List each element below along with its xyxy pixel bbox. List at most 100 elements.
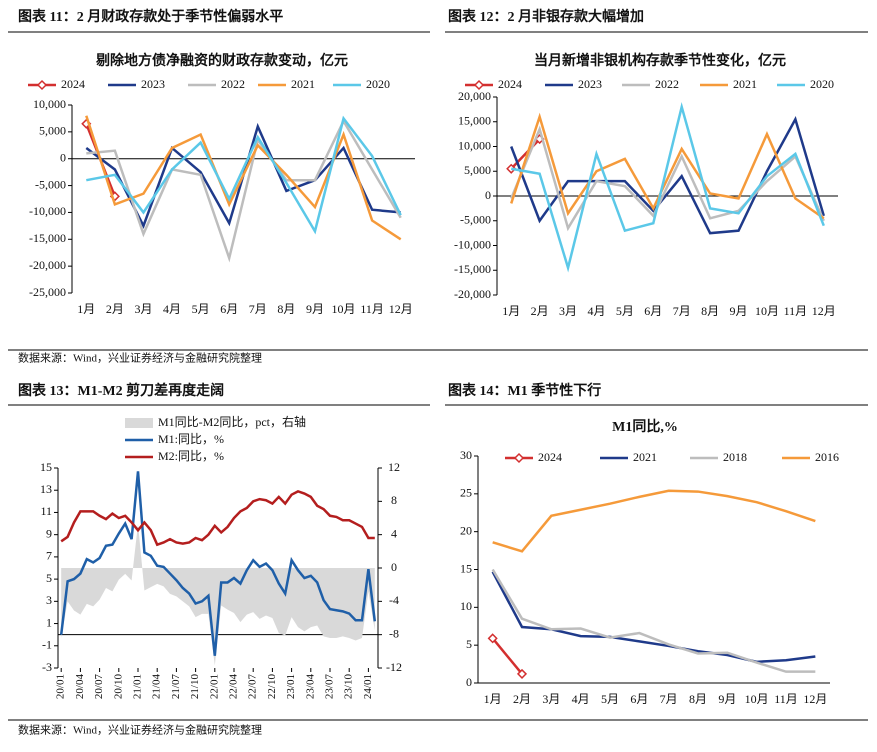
- series-line: [60, 489, 375, 547]
- y-tick-label: -1: [42, 638, 52, 652]
- x-tick-label: 21/10: [189, 674, 201, 700]
- y-tick-label: -5,000: [460, 213, 491, 227]
- series-line: [510, 101, 825, 273]
- x-tick-label: 20/10: [112, 674, 124, 700]
- x-tick-label: 9月: [718, 692, 736, 706]
- chart-title: M1同比,%: [612, 418, 678, 435]
- y-tick-label: 0: [466, 675, 472, 689]
- y-tick-label: -15,000: [454, 262, 491, 276]
- y-tick-label: 5,000: [464, 163, 491, 177]
- figure-title: 图表 13：M1-M2 剪刀差再度走阔: [18, 382, 224, 399]
- y2-tick-label: -4: [389, 593, 399, 607]
- y-tick-label: -20,000: [29, 258, 66, 272]
- x-tick-label: 8月: [277, 302, 295, 316]
- series-line: [491, 571, 816, 664]
- y-tick-label: 20,000: [458, 89, 491, 103]
- x-tick-label: 6月: [220, 302, 238, 316]
- legend-label: 2022: [221, 77, 245, 91]
- legend-label: 2023: [141, 77, 165, 91]
- legend-label: 2021: [291, 77, 315, 91]
- x-tick-label: 10月: [745, 692, 769, 706]
- series-line: [510, 116, 825, 235]
- y2-tick-label: -12: [386, 660, 402, 674]
- y-tick-label: -20,000: [454, 287, 491, 301]
- y-tick-label: 13: [40, 482, 52, 496]
- marker: [516, 668, 528, 679]
- y2-tick-label: 8: [391, 493, 397, 507]
- x-tick-label: 7月: [249, 302, 267, 316]
- legend-label: 2016: [815, 450, 839, 464]
- figure-title: 图表 12：2 月非银存款大幅增加: [448, 8, 644, 25]
- legend-marker: [473, 79, 485, 91]
- x-tick-label: 20/07: [93, 674, 105, 700]
- legend-label: M2:同比，%: [158, 449, 224, 463]
- x-tick-label: 7月: [660, 692, 678, 706]
- y-tick-label: -10,000: [29, 204, 66, 218]
- x-tick-label: 20/01: [55, 674, 67, 699]
- x-tick-label: 12月: [812, 304, 836, 318]
- x-tick-label: 1月: [77, 302, 95, 316]
- y-tick-label: -10,000: [454, 237, 491, 251]
- marker: [487, 633, 498, 644]
- x-tick-label: 3月: [542, 692, 560, 706]
- x-tick-label: 9月: [730, 304, 748, 318]
- legend-swatch: [125, 418, 153, 428]
- x-tick-label: 1月: [484, 692, 502, 706]
- series-line: [59, 471, 377, 656]
- figure-title: 图表 11：2 月财政存款处于季节性偏弱水平: [18, 8, 283, 25]
- legend-label: 2024: [498, 77, 522, 91]
- x-tick-label: 22/04: [228, 674, 240, 700]
- x-tick-label: 23/01: [285, 674, 297, 699]
- y-tick-label: 10,000: [458, 138, 491, 152]
- legend-label: M1同比-M2同比，pct，右轴: [158, 414, 306, 429]
- y-tick-label: 10,000: [33, 97, 66, 111]
- series-line: [510, 138, 541, 170]
- series-line: [492, 489, 816, 553]
- x-tick-label: 6月: [630, 692, 648, 706]
- y-tick-label: 5,000: [39, 124, 66, 138]
- x-tick-label: 10月: [332, 302, 356, 316]
- x-tick-label: 22/10: [266, 674, 278, 700]
- y-tick-label: 10: [460, 599, 472, 613]
- legend-label: 2020: [366, 77, 390, 91]
- y2-tick-label: 4: [391, 526, 397, 540]
- y-tick-label: 15,000: [458, 114, 491, 128]
- x-tick-label: 21/04: [151, 674, 163, 700]
- legend-marker: [513, 452, 525, 464]
- y-tick-label: 5: [466, 637, 472, 651]
- y-tick-label: 15: [460, 561, 472, 575]
- x-tick-label: 5月: [616, 304, 634, 318]
- area: [61, 523, 375, 666]
- x-tick-label: 12月: [803, 692, 827, 706]
- x-tick-label: 4月: [572, 692, 590, 706]
- x-tick-label: 5月: [192, 302, 210, 316]
- chart-title: 当月新增非银机构存款季节性变化，亿元: [534, 52, 786, 69]
- legend-label: 2022: [655, 77, 679, 91]
- y2-tick-label: 0: [391, 560, 397, 574]
- x-tick-label: 23/10: [343, 674, 355, 700]
- legend-label: 2021: [633, 450, 657, 464]
- legend-marker: [36, 79, 48, 91]
- y-tick-label: -25,000: [29, 285, 66, 299]
- x-tick-label: 4月: [587, 304, 605, 318]
- x-tick-label: 12月: [389, 302, 413, 316]
- y-tick-label: 9: [46, 526, 52, 540]
- y-tick-label: -5,000: [35, 177, 66, 191]
- x-tick-label: 8月: [689, 692, 707, 706]
- x-tick-label: 5月: [601, 692, 619, 706]
- x-tick-label: 20/04: [74, 674, 86, 700]
- y-tick-label: -15,000: [29, 231, 66, 245]
- y-tick-label: 15: [40, 460, 52, 474]
- x-tick-label: 23/04: [304, 674, 316, 700]
- y-tick-label: 0: [485, 188, 491, 202]
- legend-label: 2018: [723, 450, 747, 464]
- x-tick-label: 2月: [513, 692, 531, 706]
- legend-label: 2024: [61, 77, 85, 91]
- series-line: [510, 125, 825, 232]
- source-note: 数据来源：Wind，兴业证券经济与金融研究院整理: [18, 351, 262, 365]
- y-tick-label: 5: [46, 571, 52, 585]
- series-line: [491, 568, 816, 673]
- y-tick-label: 25: [460, 486, 472, 500]
- legend-label: M1:同比，%: [158, 432, 224, 446]
